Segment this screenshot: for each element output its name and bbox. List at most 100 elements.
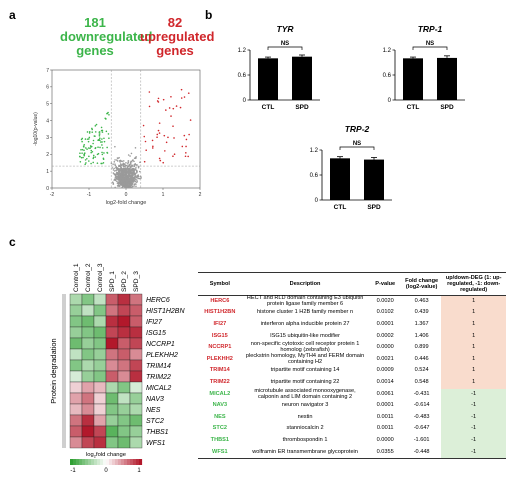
volcano-point <box>122 163 124 166</box>
volcano-point-down <box>81 152 83 154</box>
heatmap-cell <box>69 326 83 339</box>
volcano-point <box>119 179 122 182</box>
cell-deg: 1 <box>441 377 506 389</box>
heatmap-cell <box>81 414 95 427</box>
heatmap-cell <box>93 326 107 339</box>
volcano-point <box>120 174 123 176</box>
table-row: TRIM22 tripartite motif containing 22 0.00… <box>198 377 506 389</box>
legend-swatch <box>115 459 119 465</box>
volcano-point <box>124 185 126 187</box>
y-tick-label: 3 <box>46 135 49 141</box>
volcano-point-down <box>86 157 88 160</box>
volcano-point <box>120 183 122 186</box>
heatmap-cell <box>117 425 131 438</box>
volcano-point <box>133 164 136 166</box>
volcano-point-up <box>145 149 147 151</box>
volcano-point-up <box>175 105 178 107</box>
bar <box>258 58 278 100</box>
volcano-point <box>129 167 131 169</box>
heatmap-cell <box>81 326 95 339</box>
table-row: MICAL2 microtubule associated monooxygena… <box>198 388 506 401</box>
volcano-point <box>117 168 119 170</box>
legend-tick-label: 0 <box>104 468 108 474</box>
cell-deg: 1 <box>441 353 506 366</box>
volcano-point <box>126 170 128 172</box>
legend-swatch <box>82 459 86 465</box>
table-row: ISG15 ISG15 ubiquitin-like modifier 0.0002… <box>198 330 506 343</box>
volcano-point <box>124 177 127 180</box>
x-tick-label: 2 <box>199 192 202 198</box>
cell-description: non-specific cytotoxic cell receptor pro… <box>250 341 360 354</box>
volcano-xlabel: log2-fold change <box>106 200 147 206</box>
panel-b-letter: b <box>205 8 213 22</box>
volcano-point-down <box>107 133 110 135</box>
volcano-point-down <box>92 161 94 164</box>
volcano-point-up <box>185 145 187 148</box>
volcano-point-down <box>98 137 101 140</box>
heatmap-cell <box>81 293 95 306</box>
legend-tick-label: -1 <box>70 468 76 474</box>
legend-swatch <box>100 459 104 465</box>
heatmap-cell <box>81 436 95 449</box>
cell-pvalue: 0.0355 <box>368 446 402 460</box>
heatmap-row-label: NCCRP1 <box>146 341 175 348</box>
volcano-point-down <box>103 137 105 140</box>
volcano-point <box>134 147 137 149</box>
volcano-point <box>123 185 125 188</box>
cell-symbol: PLEKHH2 <box>206 355 233 362</box>
legend-swatch <box>124 459 128 465</box>
table-row: NCCRP1 non-specific cytotoxic cell recept… <box>198 342 506 354</box>
legend-swatch <box>106 459 110 465</box>
heatmap-cell <box>117 315 131 328</box>
y-tick-label: 1.2 <box>383 48 392 54</box>
heatmap-cell <box>69 348 83 361</box>
volcano-point-down <box>91 150 94 153</box>
volcano-point-down <box>88 160 90 162</box>
heatmap-cell <box>69 425 83 438</box>
heatmap-cell <box>81 315 95 328</box>
volcano-point <box>118 182 121 185</box>
heatmap-cell <box>81 337 95 350</box>
heatmap-column-label: SPD_2 <box>121 271 128 292</box>
volcano-point-up <box>151 139 154 142</box>
cell-description: neuron navigator 3 <box>281 402 329 409</box>
volcano-point <box>120 168 123 170</box>
volcano-point <box>122 182 124 184</box>
heatmap-cell <box>93 304 107 317</box>
volcano-point-up <box>152 145 154 148</box>
y-tick-label: 1.2 <box>238 48 247 54</box>
volcano-point <box>129 181 132 183</box>
volcano-point-up <box>158 157 161 160</box>
volcano-point <box>115 176 118 179</box>
volcano-point-up <box>144 140 147 143</box>
category-label: SPD <box>367 204 381 211</box>
heatmap-cell <box>105 381 119 394</box>
volcano-point <box>133 183 136 186</box>
cell-pvalue: 0.0061 <box>376 390 394 397</box>
volcano-point <box>113 167 115 170</box>
legend-swatch <box>79 459 83 465</box>
volcano-point-down <box>103 140 106 143</box>
table-row: NAV3 neuron navigator 3 0.0001 -0.614 -1 <box>198 400 506 412</box>
cell-symbol: MICAL2 <box>209 390 231 397</box>
volcano-point-down <box>108 113 110 116</box>
cell-pvalue: 0.0000 <box>376 437 394 444</box>
heatmap-cell <box>69 337 83 350</box>
volcano-point <box>119 169 121 171</box>
volcano-point <box>112 183 115 185</box>
heatmap-cell <box>93 348 107 361</box>
table-row: IFI27 interferon alpha inducible protein … <box>198 319 506 331</box>
volcano-point-down <box>105 130 108 133</box>
cell-description: thrombospondin 1 <box>282 437 328 444</box>
heatmap-row-label: TRIM22 <box>146 374 171 381</box>
volcano-point-up <box>164 150 166 152</box>
volcano-point <box>116 178 119 180</box>
legend-swatch <box>109 459 113 465</box>
legend-swatch <box>97 459 101 465</box>
legend-swatch <box>118 459 122 465</box>
volcano-point <box>127 154 130 156</box>
volcano-point-down <box>90 145 93 148</box>
volcano-point-down <box>90 149 93 152</box>
volcano-point <box>113 179 116 181</box>
cell-symbol: HIST1H2BN <box>204 309 236 316</box>
